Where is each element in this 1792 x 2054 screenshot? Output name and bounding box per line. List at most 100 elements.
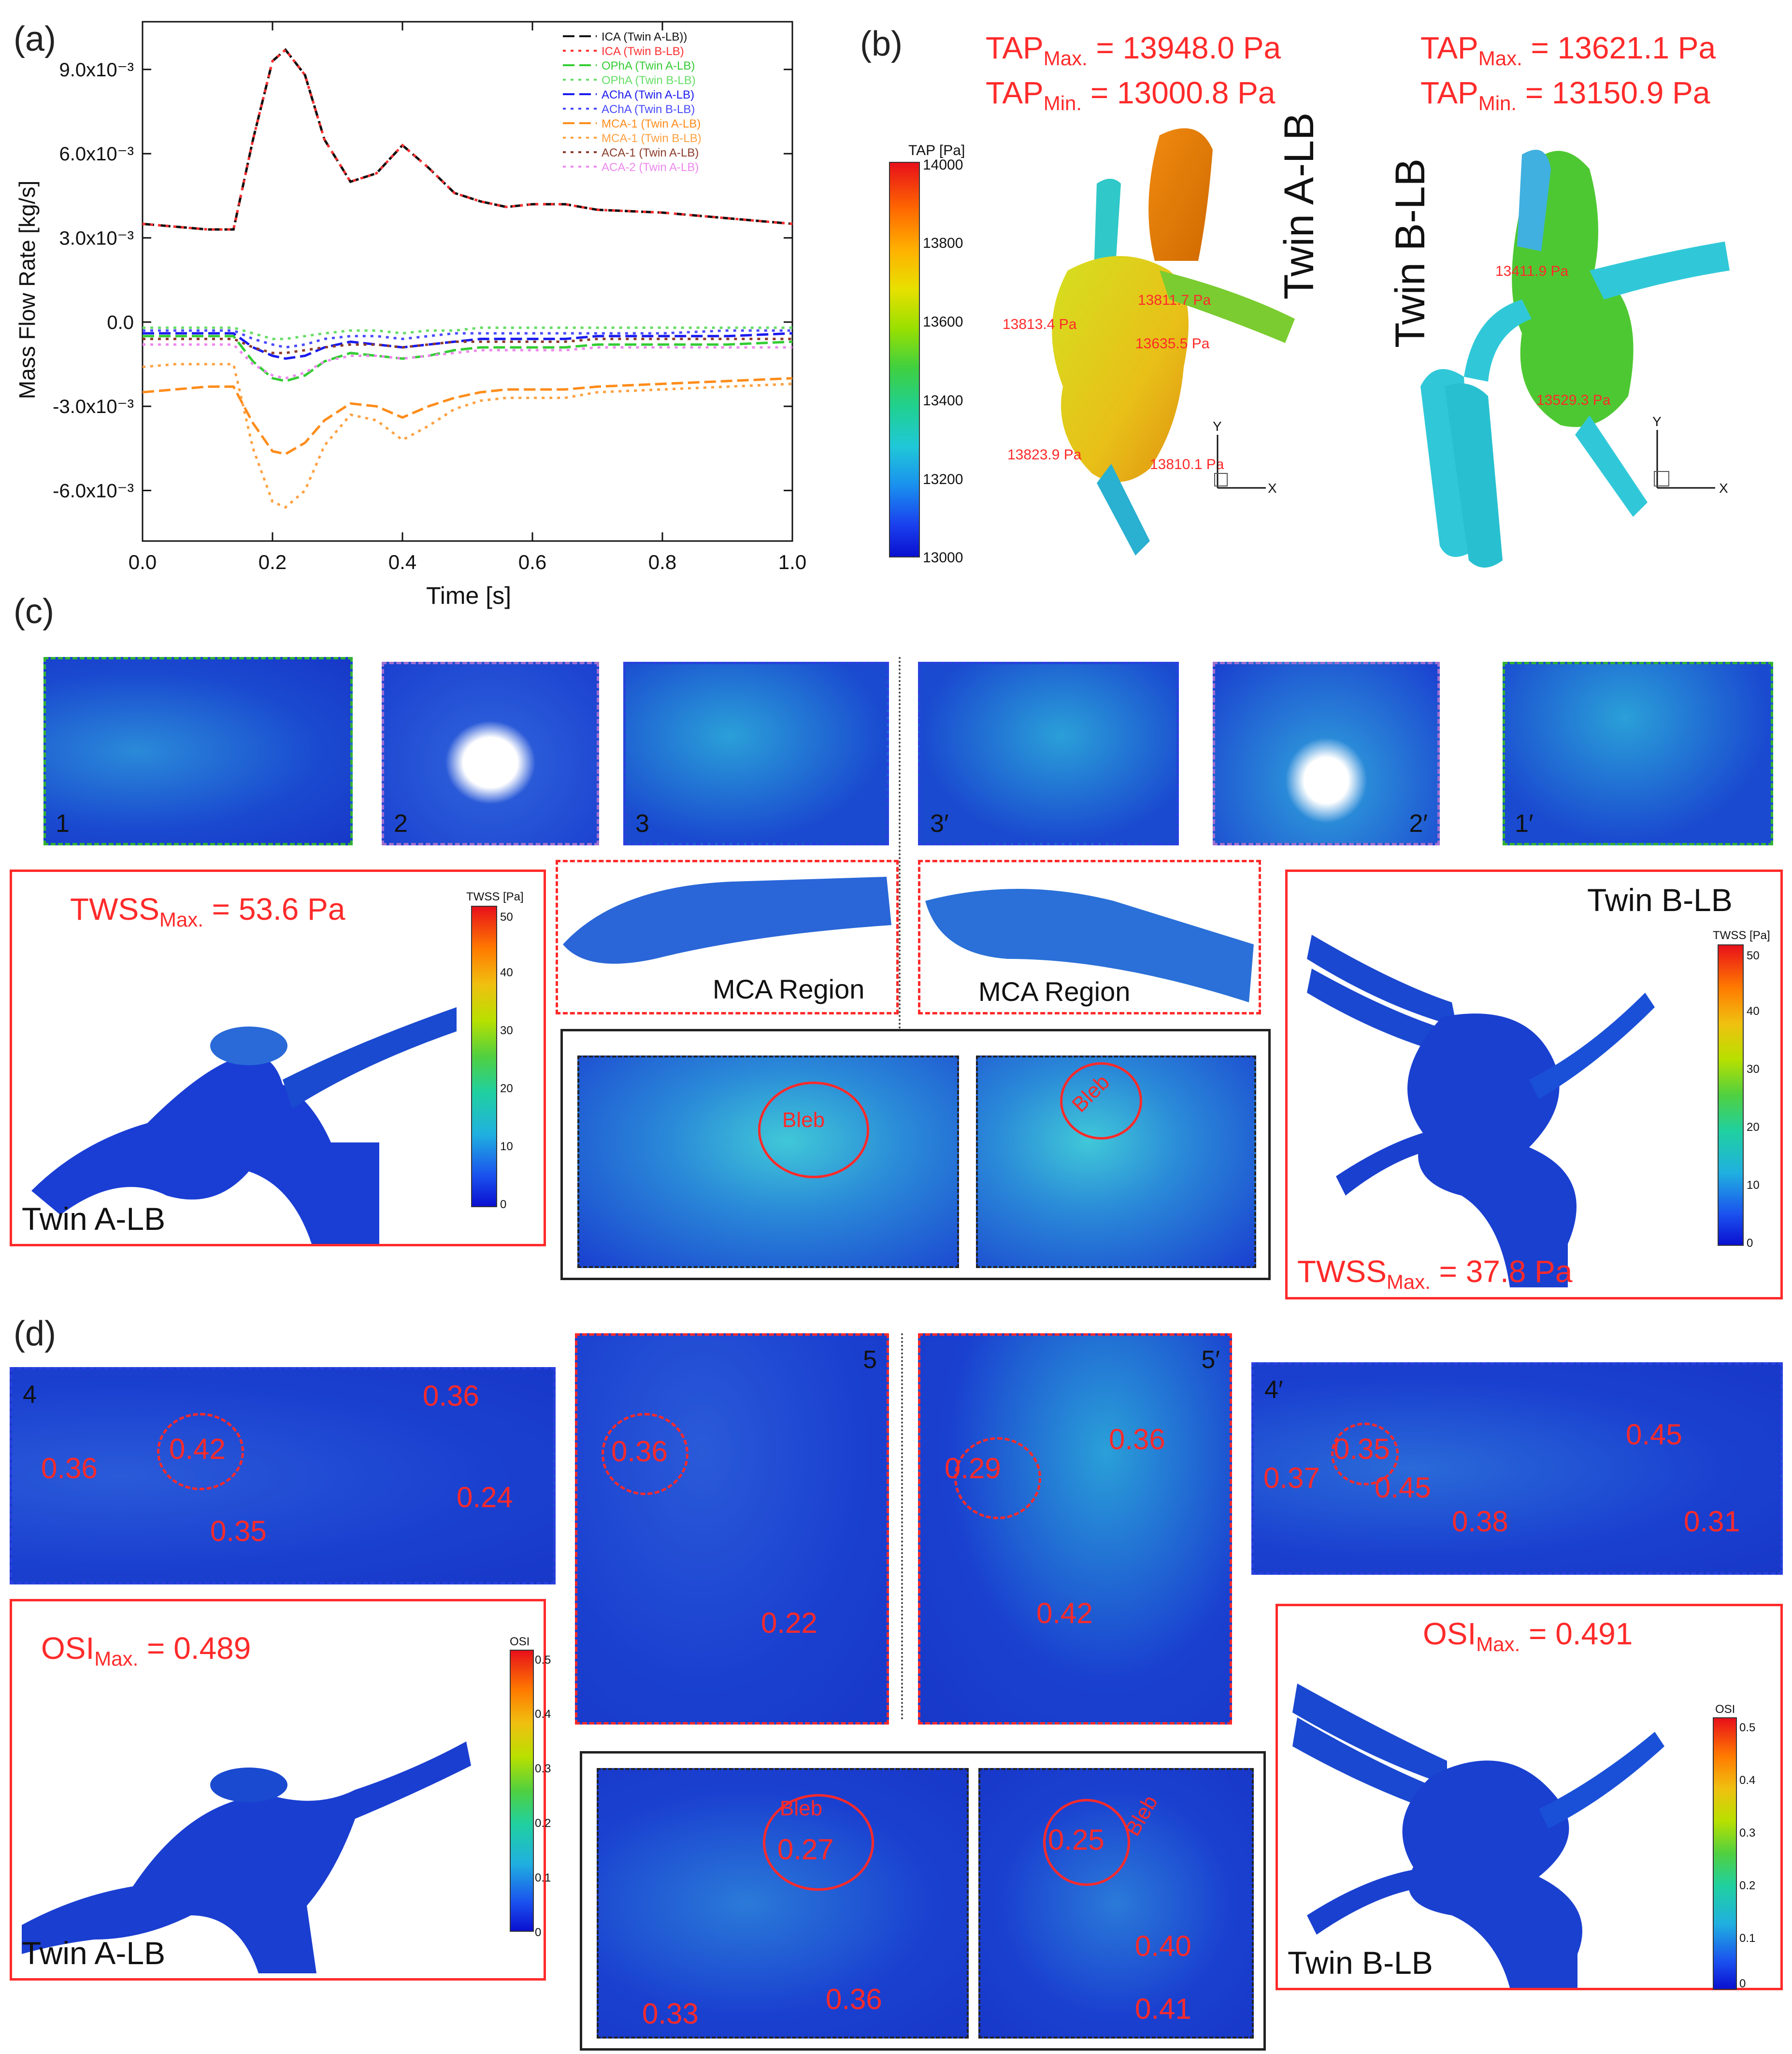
x-tick-label: 0.2 (258, 551, 287, 573)
osi-b-vessel (1292, 1683, 1664, 1988)
y-tick-label: 3.0x10⁻³ (59, 228, 134, 249)
osi-inset-4: 4 0.36 0.42 0.35 0.36 0.24 (10, 1367, 556, 1584)
panel-divider-d (901, 1333, 903, 1720)
chart-frame (142, 21, 793, 542)
legend-label-7: MCA-1 (Twin B-LB) (602, 132, 702, 145)
twss-a-vessel (31, 1007, 457, 1244)
y-tick-label: 9.0x10⁻³ (59, 59, 134, 81)
series-line-3 (143, 326, 792, 341)
twin-b-label-b: Twin B-LB (1387, 158, 1434, 348)
x-tick-label: 0.4 (388, 551, 416, 573)
legend-label-3: OPhA (Twin B-LB) (602, 74, 696, 87)
y-tick-label: -6.0x10⁻³ (53, 480, 134, 501)
twss-bleb-box: Bleb Bleb (560, 1029, 1271, 1280)
osi-twin-b-panel: OSIMax. = 0.491 OSI 0.5 0.4 0.3 0.2 0.1 … (1276, 1604, 1783, 1990)
twss-b-vessel (1307, 935, 1655, 1287)
twss-inset-1: 1 (43, 657, 353, 845)
tap-colorbar-title: TAP [Pa] (908, 143, 965, 158)
panel-label-a: (a) (14, 20, 56, 58)
tap-a-min: TAPMin. = 13000.8 Pa (986, 75, 1276, 114)
twss-bleb-b: Bleb (976, 1056, 1256, 1268)
y-tick-label: 0.0 (107, 312, 134, 333)
osi-a-max: OSIMax. = 0.489 (41, 1631, 251, 1670)
axis-triad-b1: YX (1213, 419, 1277, 496)
osi-inset-4p: 4′ 0.35 0.37 0.45 0.38 0.45 0.31 (1251, 1362, 1783, 1575)
twss-twin-a-panel: TWSSMax. = 53.6 Pa TWSS [Pa] 50 40 30 20… (10, 870, 546, 1246)
mca-region-a: MCA Region (556, 860, 899, 1014)
tap-tag-4: 13823.9 Pa (1007, 447, 1082, 463)
x-tick-label: 1.0 (778, 551, 806, 573)
legend-label-8: ACA-1 (Twin A-LB) (602, 146, 699, 159)
tap-tag-b2: 13529.3 Pa (1536, 392, 1611, 408)
osi-b-colorbar (1713, 1717, 1737, 1990)
twss-bleb-a: Bleb (577, 1056, 959, 1268)
osi-bleb-b: Bleb 0.25 0.40 0.41 (978, 1768, 1254, 2039)
tap-tag-b1: 13411.9 Pa (1495, 263, 1569, 279)
twss-b-twin-label: Twin B-LB (1587, 882, 1733, 918)
legend-label-9: ACA-2 (Twin A-LB) (602, 161, 699, 174)
tap-tag-3: 13635.5 Pa (1135, 336, 1210, 352)
twin-b-tap-vessel (1420, 150, 1730, 568)
osi-bleb-a: Bleb 0.27 0.33 0.36 (597, 1768, 969, 2039)
legend-label-4: AChA (Twin A-LB) (602, 88, 694, 101)
chart-x-label: Time [s] (426, 582, 511, 609)
legend-label-1: ICA (Twin B-LB) (602, 45, 684, 58)
osi-b-twin-label: Twin B-LB (1288, 1945, 1433, 1981)
svg-text:Y: Y (1652, 414, 1662, 429)
chart-y-label: Mass Flow Rate [kg/s] (14, 181, 40, 399)
osi-inset-5p: 5′ 0.29 0.36 0.42 (918, 1333, 1232, 1725)
osi-a-colorbar (510, 1650, 534, 1932)
series-line-0 (142, 48, 793, 231)
legend-label-5: AChA (Twin B-LB) (602, 103, 695, 116)
y-tick-label: 6.0x10⁻³ (59, 143, 134, 165)
tap-tag-2: 13813.4 Pa (1003, 316, 1077, 332)
twss-inset-2p: 2′ (1213, 662, 1440, 845)
panel-divider-c (899, 657, 901, 1029)
twss-inset-3: 3 (623, 662, 889, 845)
twss-a-max: TWSSMax. = 53.6 Pa (70, 892, 345, 931)
panel-label-b: (b) (860, 25, 903, 63)
axis-triad-b2: YX (1652, 414, 1728, 496)
tap-colorbar (889, 162, 920, 557)
osi-b-max: OSIMax. = 0.491 (1423, 1616, 1633, 1655)
twin-a-tap-vessel (1052, 128, 1295, 556)
osi-bleb-box: Bleb 0.27 0.33 0.36 Bleb 0.25 0.40 0.41 (580, 1751, 1266, 2051)
svg-text:X: X (1268, 481, 1277, 496)
series-line-2 (143, 335, 793, 383)
tap-b-max: TAPMax. = 13621.1 Pa (1420, 30, 1716, 70)
osi-inset-5: 5 0.36 0.22 (575, 1333, 889, 1725)
x-tick-label: 0.6 (518, 551, 546, 573)
panel-label-c: (c) (14, 592, 54, 631)
x-tick-label: 0.0 (129, 551, 157, 573)
series-line-8 (143, 338, 792, 355)
tap-a-max: TAPMax. = 13948.0 Pa (986, 30, 1281, 70)
series-line-5 (143, 329, 792, 349)
tap-colorbar-ticks: 14000 13800 13600 13400 13200 13000 (923, 157, 963, 566)
twss-a-colorbar (471, 906, 497, 1207)
twss-a-twin-label: Twin A-LB (22, 1201, 166, 1237)
tap-tag-1: 13811.7 Pa (1138, 292, 1211, 308)
twss-inset-2: 2 (382, 662, 599, 845)
tap-tag-5: 13810.1 Pa (1150, 456, 1224, 472)
legend-label-6: MCA-1 (Twin A-LB) (602, 117, 701, 130)
twin-a-label-b: Twin A-LB (1276, 112, 1322, 300)
osi-a-twin-label: Twin A-LB (22, 1935, 166, 1971)
tap-b-min: TAPMin. = 13150.9 Pa (1420, 75, 1710, 114)
svg-text:Y: Y (1213, 419, 1222, 434)
legend-label-0: ICA (Twin A-LB)) (602, 30, 687, 43)
twss-b-max: TWSSMax. = 37.8 Pa (1297, 1254, 1573, 1293)
mass-flow-rate-chart: 0.0 0.2 0.4 0.6 0.8 1.0 9.0x10⁻³ 6.0x10⁻³ 3.0x10… (14, 21, 806, 609)
series-line-7 (142, 363, 793, 509)
series-line-9 (143, 343, 792, 380)
y-tick-label: -3.0x10⁻³ (53, 396, 134, 417)
x-tick-label: 0.8 (648, 551, 676, 573)
panel-label-d: (d) (14, 1314, 56, 1353)
svg-text:X: X (1719, 481, 1728, 496)
legend-label-2: OPhA (Twin A-LB) (602, 59, 695, 72)
twss-b-colorbar (1718, 944, 1744, 1246)
osi-twin-a-panel: OSIMax. = 0.489 OSI 0.5 0.4 0.3 0.2 0.1 … (10, 1599, 551, 1981)
mca-region-b: MCA Region (918, 860, 1261, 1014)
twss-inset-1p: 1′ (1503, 662, 1773, 845)
twss-inset-3p: 3′ (918, 662, 1179, 845)
series-line-6 (142, 377, 793, 456)
